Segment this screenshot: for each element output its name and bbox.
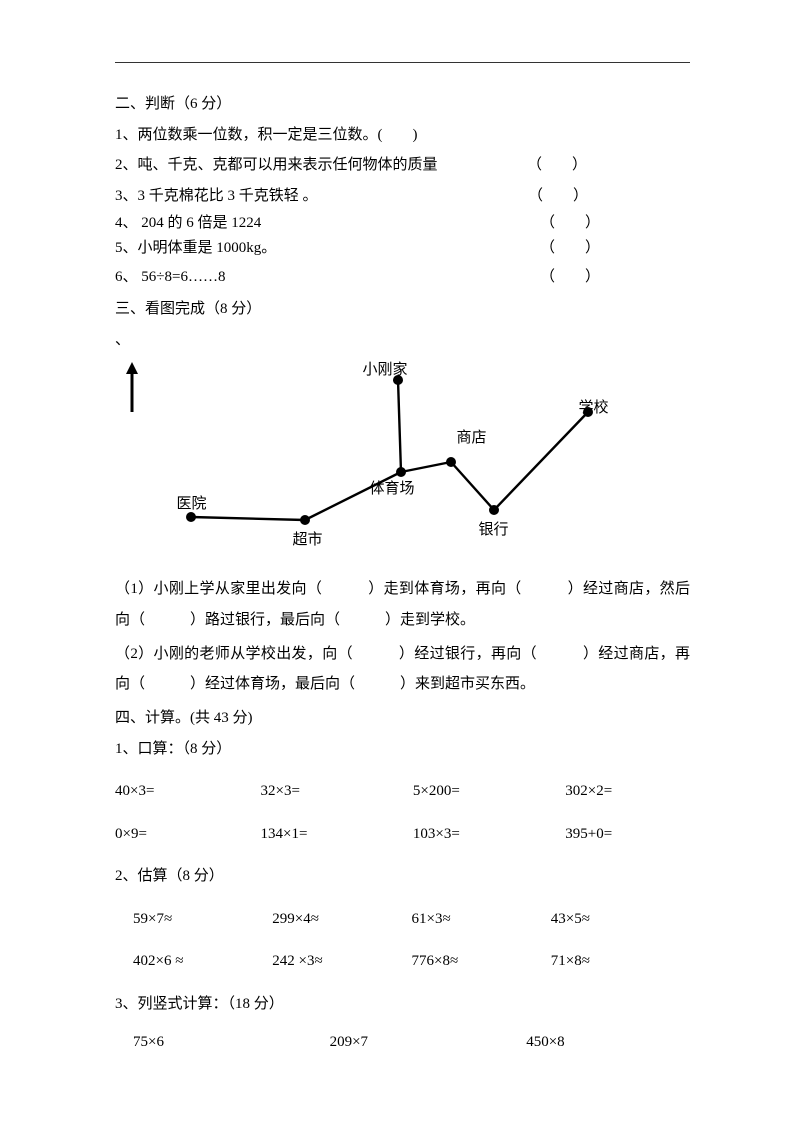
mental-row-2: 0×9= 134×1= 103×3= 395+0=	[115, 820, 690, 849]
q2-6: 6、 56÷8=6……8 （ ）	[115, 263, 690, 292]
q-text: 1、两位数乘一位数，积一定是三位数。( )	[115, 127, 418, 143]
lbl-shop: 商店	[457, 424, 487, 453]
lbl-school: 学校	[579, 394, 609, 423]
lbl-hospital: 医院	[177, 490, 207, 519]
calc[interactable]: 299×4≈	[272, 905, 411, 934]
map-diagram: 小刚家 商店 学校 医院 体育场 超市 银行	[123, 362, 683, 562]
calc[interactable]: 103×3=	[413, 820, 565, 849]
calc[interactable]: 209×7	[330, 1028, 527, 1057]
est-row-2: 402×6 ≈ 242 ×3≈ 776×8≈ 71×8≈	[133, 947, 690, 976]
q2-3: 3、3 千克棉花比 3 千克铁轻 。 （ ）	[115, 182, 690, 211]
calc[interactable]: 0×9=	[115, 820, 260, 849]
calc[interactable]: 302×2=	[565, 777, 690, 806]
lbl-bank: 银行	[479, 516, 509, 545]
q2-4: 4、 204 的 6 倍是 1224 （ ）	[115, 212, 690, 235]
q-text: 4、 204 的 6 倍是 1224	[115, 215, 261, 231]
north-arrow-icon	[123, 362, 141, 414]
s4-sub1: 1、口算：（8 分）	[115, 735, 690, 764]
backtick: 、	[115, 326, 690, 355]
calc[interactable]: 59×7≈	[133, 905, 272, 934]
q2-5: 5、小明体重是 1000kg。 （ ）	[115, 237, 690, 260]
lbl-home: 小刚家	[363, 356, 408, 385]
page: 二、判断（6 分） 1、两位数乘一位数，积一定是三位数。( ) 2、吨、千克、克…	[0, 0, 800, 1132]
s4-sub3: 3、列竖式计算：（18 分）	[115, 990, 690, 1019]
calc[interactable]: 5×200=	[413, 777, 565, 806]
mental-row-1: 40×3= 32×3= 5×200= 302×2=	[115, 777, 690, 806]
q-text: 5、小明体重是 1000kg。	[115, 240, 276, 256]
q-text: 6、 56÷8=6……8	[115, 269, 225, 285]
s4-sub2: 2、估算（8 分）	[115, 862, 690, 891]
q3-1: （1）小刚上学从家里出发向（ ）走到体育场，再向（ ）经过商店，然后向（ ）路过…	[115, 574, 690, 636]
calc[interactable]: 32×3=	[260, 777, 412, 806]
calc[interactable]: 776×8≈	[412, 947, 551, 976]
lbl-market: 超市	[293, 526, 323, 555]
calc[interactable]: 395+0=	[565, 820, 690, 849]
calc[interactable]: 450×8	[526, 1028, 690, 1057]
lbl-stadium: 体育场	[370, 475, 415, 504]
calc[interactable]: 242 ×3≈	[272, 947, 411, 976]
calc[interactable]: 71×8≈	[551, 947, 690, 976]
calc[interactable]: 402×6 ≈	[133, 947, 272, 976]
vert-row-1: 75×6 209×7 450×8	[133, 1028, 690, 1057]
calc[interactable]: 43×5≈	[551, 905, 690, 934]
paren[interactable]: （ ）	[540, 237, 600, 260]
q2-2: 2、吨、千克、克都可以用来表示任何物体的质量 （ ）	[115, 151, 690, 180]
section-3-title: 三、看图完成（8 分）	[115, 295, 690, 324]
map-svg	[123, 362, 683, 562]
content: 二、判断（6 分） 1、两位数乘一位数，积一定是三位数。( ) 2、吨、千克、克…	[115, 90, 690, 1057]
q-text: 3、3 千克棉花比 3 千克铁轻 。	[115, 188, 318, 204]
q3-2: （2）小刚的老师从学校出发，向（ ）经过银行，再向（ ）经过商店，再向（ ）经过…	[115, 639, 690, 701]
q-text: 2、吨、千克、克都可以用来表示任何物体的质量	[115, 157, 438, 173]
calc[interactable]: 134×1=	[260, 820, 412, 849]
q2-1: 1、两位数乘一位数，积一定是三位数。( )	[115, 121, 690, 150]
section-2-title: 二、判断（6 分）	[115, 90, 690, 119]
paren[interactable]: （ ）	[540, 263, 600, 292]
paren[interactable]: （ ）	[527, 151, 587, 180]
top-rule	[115, 62, 690, 63]
paren[interactable]: （ ）	[528, 182, 588, 211]
calc[interactable]: 61×3≈	[412, 905, 551, 934]
calc[interactable]: 75×6	[133, 1028, 330, 1057]
section-4-title: 四、计算。(共 43 分)	[115, 704, 690, 733]
paren[interactable]: （ ）	[540, 212, 600, 235]
est-row-1: 59×7≈ 299×4≈ 61×3≈ 43×5≈	[133, 905, 690, 934]
calc[interactable]: 40×3=	[115, 777, 260, 806]
